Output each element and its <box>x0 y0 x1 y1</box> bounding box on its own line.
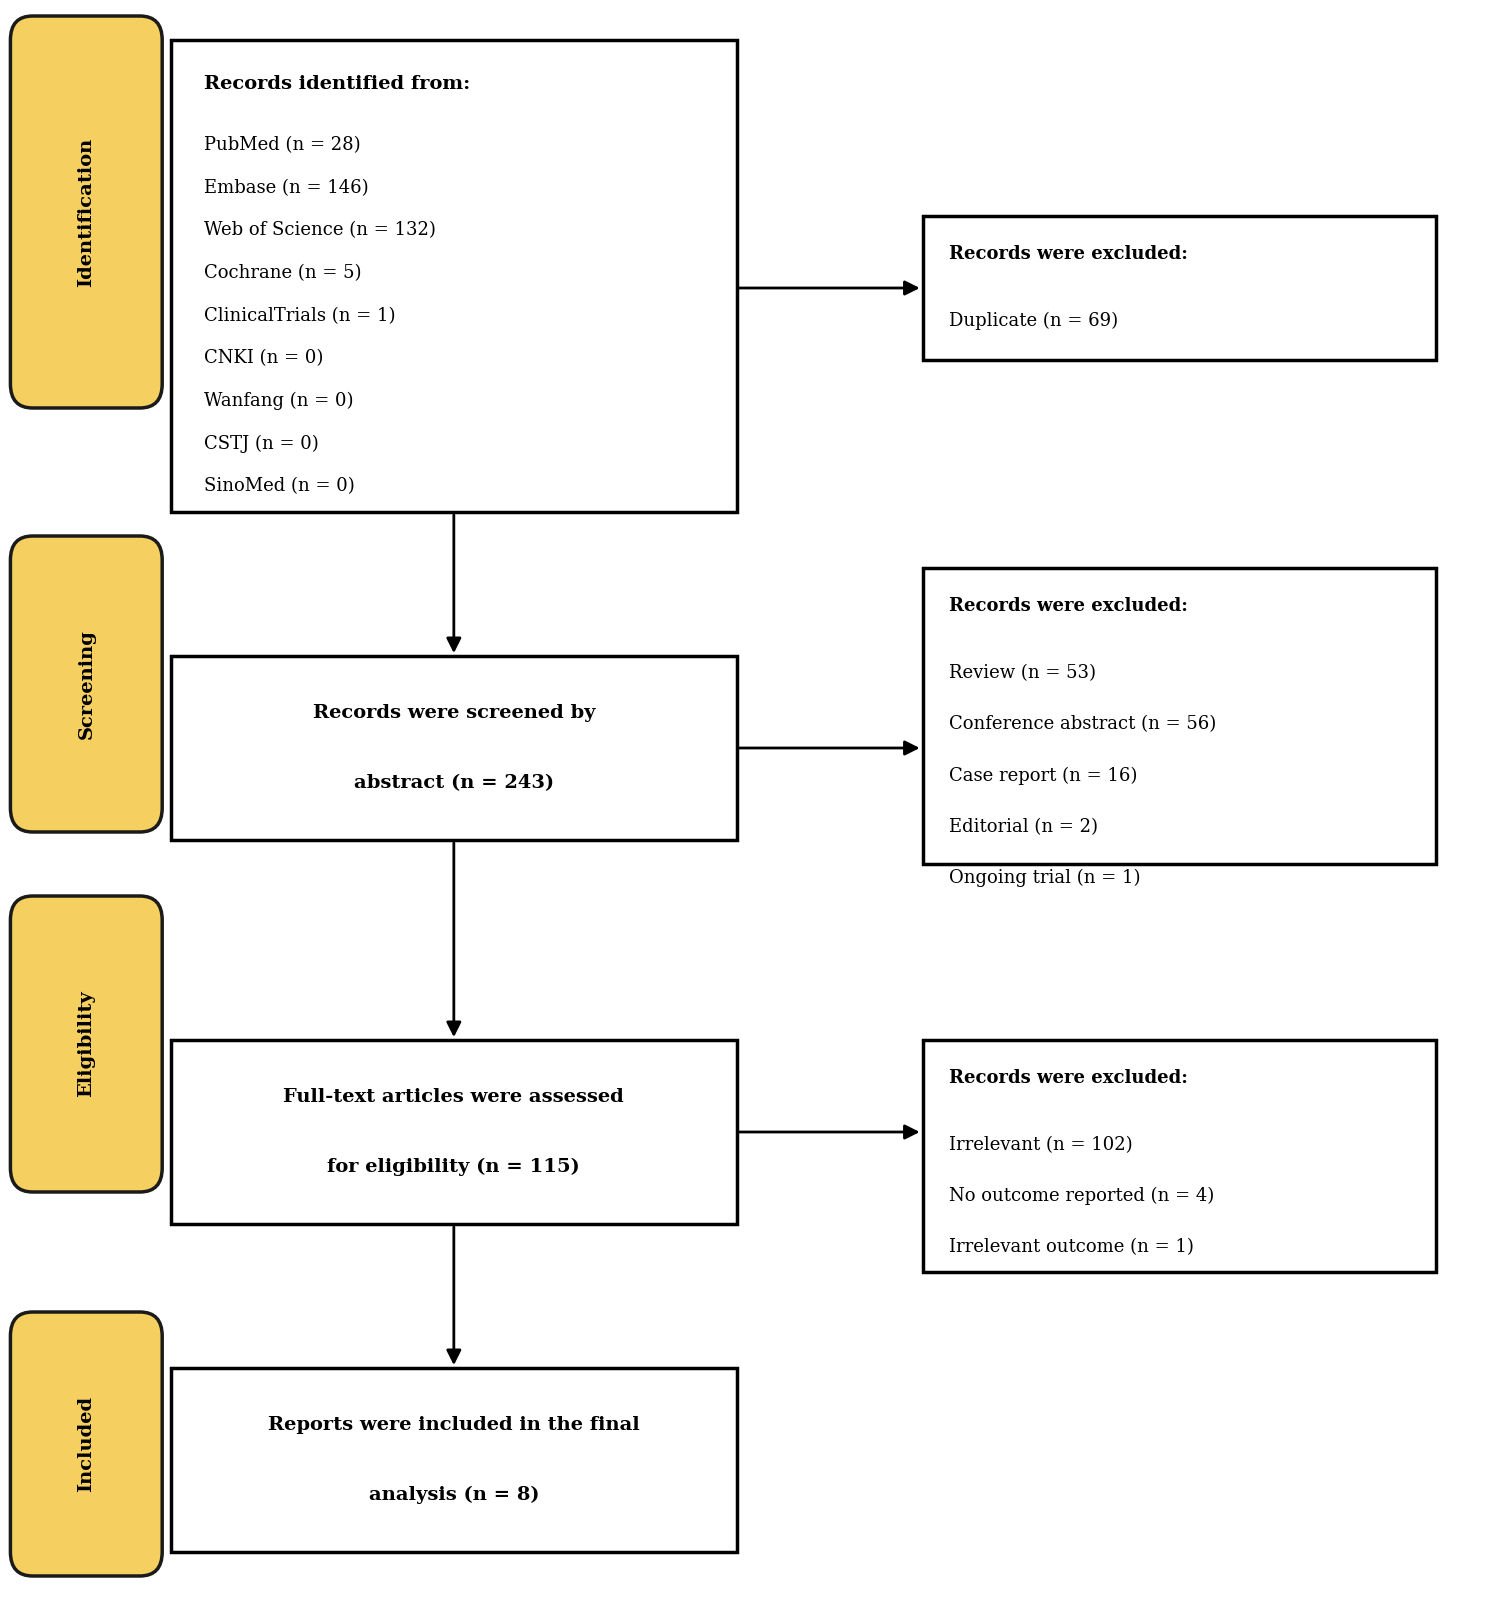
Text: Records were screened by: Records were screened by <box>312 704 595 722</box>
Text: for eligibility (n = 115): for eligibility (n = 115) <box>327 1158 580 1176</box>
Text: Records were excluded:: Records were excluded: <box>949 597 1189 614</box>
FancyBboxPatch shape <box>10 896 162 1192</box>
Text: Embase (n = 146): Embase (n = 146) <box>204 179 369 197</box>
Text: PubMed (n = 28): PubMed (n = 28) <box>204 136 360 154</box>
Text: Irrelevant outcome (n = 1): Irrelevant outcome (n = 1) <box>949 1238 1195 1256</box>
Text: Review (n = 53): Review (n = 53) <box>949 664 1097 682</box>
Bar <box>171 1368 737 1552</box>
Text: Case report (n = 16): Case report (n = 16) <box>949 766 1138 784</box>
FancyBboxPatch shape <box>10 16 162 408</box>
Bar <box>923 216 1436 360</box>
Text: Records identified from:: Records identified from: <box>204 75 470 93</box>
Bar <box>171 1040 737 1224</box>
Text: SinoMed (n = 0): SinoMed (n = 0) <box>204 477 354 496</box>
Text: Duplicate (n = 69): Duplicate (n = 69) <box>949 312 1119 330</box>
Bar <box>171 40 737 512</box>
Text: Cochrane (n = 5): Cochrane (n = 5) <box>204 264 362 282</box>
Text: Records were excluded:: Records were excluded: <box>949 1069 1189 1086</box>
Text: Wanfang (n = 0): Wanfang (n = 0) <box>204 392 353 410</box>
Text: CNKI (n = 0): CNKI (n = 0) <box>204 349 323 368</box>
FancyBboxPatch shape <box>10 536 162 832</box>
Bar <box>171 656 737 840</box>
Bar <box>923 1040 1436 1272</box>
Text: Identification: Identification <box>77 138 95 286</box>
Text: abstract (n = 243): abstract (n = 243) <box>354 774 554 792</box>
Text: Included: Included <box>77 1395 95 1493</box>
Text: Irrelevant (n = 102): Irrelevant (n = 102) <box>949 1136 1132 1154</box>
Text: Editorial (n = 2): Editorial (n = 2) <box>949 818 1098 835</box>
Text: Eligibility: Eligibility <box>77 990 95 1098</box>
Text: Reports were included in the final: Reports were included in the final <box>268 1416 640 1434</box>
Text: Screening: Screening <box>77 629 95 739</box>
Text: Web of Science (n = 132): Web of Science (n = 132) <box>204 221 436 240</box>
FancyBboxPatch shape <box>10 1312 162 1576</box>
Text: No outcome reported (n = 4): No outcome reported (n = 4) <box>949 1187 1214 1205</box>
Text: CSTJ (n = 0): CSTJ (n = 0) <box>204 435 318 453</box>
Text: Conference abstract (n = 56): Conference abstract (n = 56) <box>949 715 1217 733</box>
Bar <box>923 568 1436 864</box>
Text: Ongoing trial (n = 1): Ongoing trial (n = 1) <box>949 869 1141 886</box>
Text: ClinicalTrials (n = 1): ClinicalTrials (n = 1) <box>204 307 396 325</box>
Text: Full-text articles were assessed: Full-text articles were assessed <box>284 1088 623 1106</box>
Text: Records were excluded:: Records were excluded: <box>949 245 1189 262</box>
Text: analysis (n = 8): analysis (n = 8) <box>369 1486 539 1504</box>
